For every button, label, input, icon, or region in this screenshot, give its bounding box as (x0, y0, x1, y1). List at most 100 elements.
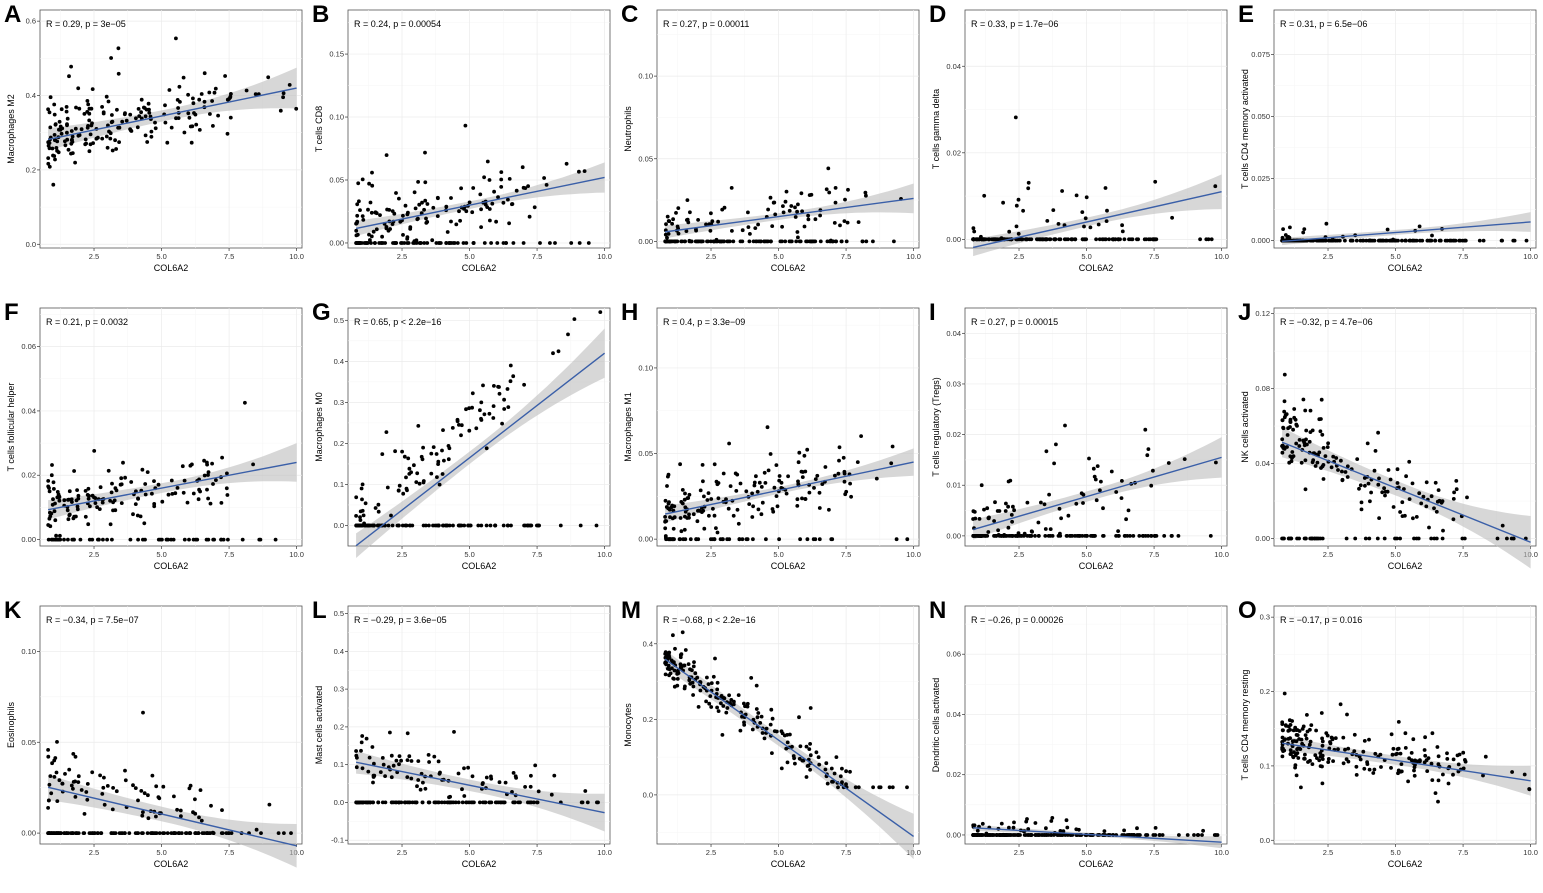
data-point (216, 113, 221, 118)
data-point (445, 230, 450, 234)
data-point (770, 716, 775, 721)
data-point (386, 523, 391, 528)
data-point (859, 434, 863, 438)
data-point (46, 479, 51, 483)
data-point (795, 504, 800, 508)
data-point (814, 750, 819, 755)
data-point (834, 755, 839, 759)
data-point (371, 800, 375, 805)
data-point (369, 210, 374, 215)
data-point (804, 744, 809, 749)
data-point (1312, 536, 1317, 541)
data-point (1365, 441, 1370, 446)
data-point (1283, 723, 1288, 728)
data-point (1153, 826, 1158, 830)
data-point (518, 800, 522, 805)
data-point (394, 758, 399, 763)
data-point (407, 800, 411, 805)
data-point (354, 753, 359, 758)
data-point (796, 202, 800, 207)
data-point (675, 683, 680, 688)
data-point (1069, 237, 1074, 242)
data-point (715, 705, 719, 710)
data-point (1016, 833, 1021, 837)
data-point (111, 786, 115, 790)
data-point (843, 197, 847, 202)
data-point (700, 239, 705, 244)
data-point (485, 159, 490, 164)
data-point (824, 187, 829, 192)
data-point (1340, 477, 1345, 482)
data-point (50, 502, 55, 507)
data-point (985, 506, 990, 511)
data-point (177, 84, 182, 89)
data-point (1280, 754, 1285, 759)
data-point (46, 107, 50, 112)
data-point (1345, 475, 1350, 479)
data-point (1212, 833, 1217, 837)
data-point (145, 470, 150, 474)
data-point (481, 383, 485, 388)
data-point (479, 400, 484, 405)
data-point (191, 810, 195, 815)
data-point (578, 523, 583, 528)
correlation-stat: R = −0.34, p = 7.5e−07 (46, 615, 139, 625)
data-point (294, 106, 299, 111)
data-point (982, 507, 986, 512)
data-point (48, 125, 53, 130)
x-tick-label: 2.5 (89, 550, 99, 559)
data-point (85, 797, 90, 802)
data-point (1107, 237, 1111, 242)
data-point (105, 145, 110, 150)
data-point (437, 800, 441, 805)
y-tick-label: 0.4 (643, 639, 653, 648)
plot-frame (1273, 307, 1537, 547)
data-point (1151, 468, 1155, 473)
data-point (1456, 762, 1461, 767)
data-point (1288, 454, 1293, 459)
data-point (1049, 819, 1054, 823)
data-point (63, 772, 67, 776)
data-point (378, 213, 382, 218)
data-point (100, 500, 105, 505)
data-point (687, 678, 692, 683)
data-point (1438, 238, 1443, 243)
data-point (1209, 237, 1214, 242)
data-point (97, 507, 102, 511)
data-point (1377, 476, 1381, 481)
data-point (253, 92, 258, 96)
data-point (491, 404, 496, 408)
x-tick-label: 7.5 (1149, 252, 1159, 261)
data-point (358, 518, 363, 522)
data-point (977, 517, 982, 521)
data-point (1104, 219, 1109, 224)
y-tick-label: 0.4 (334, 647, 344, 656)
data-point (823, 767, 828, 772)
data-point (64, 105, 69, 109)
data-point (399, 758, 403, 763)
data-point (1436, 488, 1441, 492)
data-point (693, 239, 698, 244)
correlation-stat: R = −0.32, p = 4.7e−06 (1280, 317, 1373, 327)
x-tick-label: 5.0 (773, 252, 783, 261)
data-point (185, 500, 190, 505)
data-point (840, 766, 844, 771)
data-point (1033, 821, 1038, 825)
data-point (165, 537, 169, 542)
data-point (87, 111, 92, 116)
data-point (1320, 781, 1325, 786)
data-point (202, 458, 207, 463)
data-point (1036, 520, 1041, 525)
data-point (808, 753, 813, 758)
data-point (532, 205, 537, 210)
data-point (398, 219, 403, 224)
data-point (705, 498, 710, 502)
x-axis-label: COL6A2 (154, 859, 189, 869)
data-point (427, 523, 431, 528)
x-tick-label: 7.5 (841, 550, 851, 559)
data-point (509, 523, 513, 528)
data-point (1302, 756, 1307, 761)
data-point (1327, 746, 1332, 751)
data-point (831, 779, 835, 784)
